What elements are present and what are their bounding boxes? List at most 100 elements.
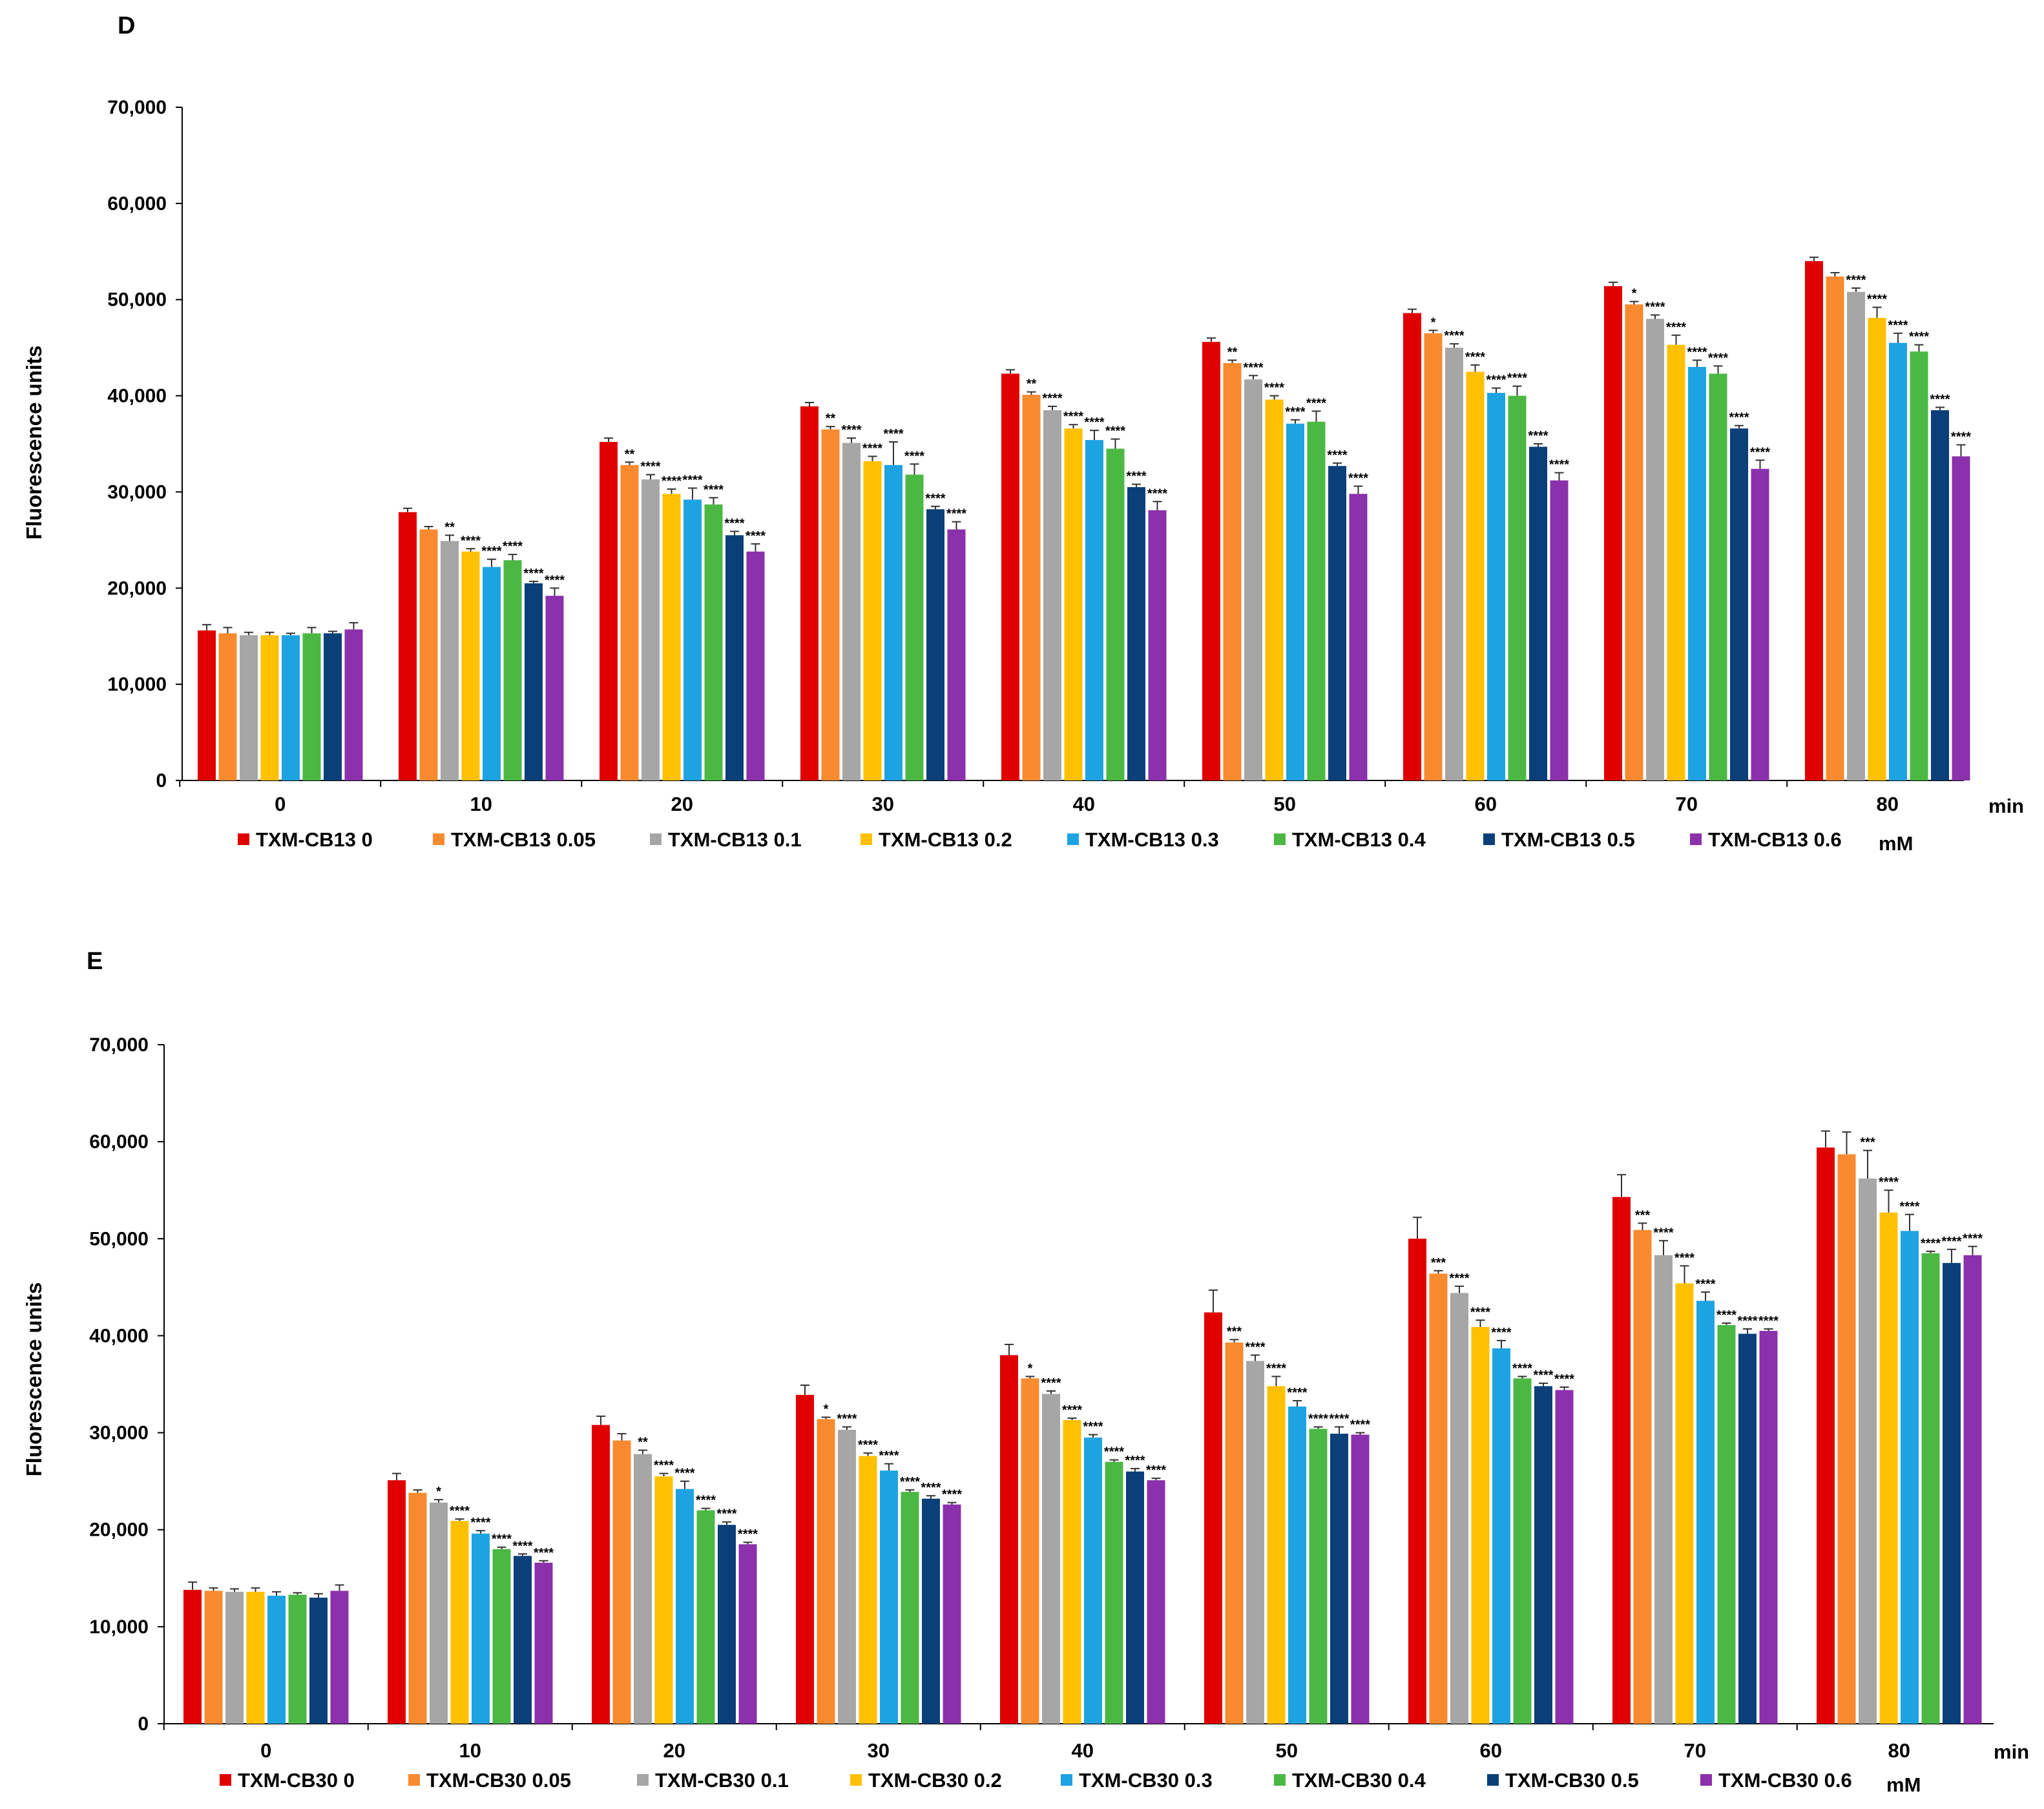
significance-label: ****: [1729, 411, 1749, 425]
bar: [1085, 440, 1103, 780]
bar: [884, 465, 902, 780]
bar: [399, 512, 417, 780]
significance-label: ****: [921, 1481, 941, 1495]
legend-swatch: [238, 833, 249, 845]
legend-swatch: [1274, 1774, 1286, 1786]
bar: [863, 461, 882, 780]
significance-label: ****: [1666, 320, 1686, 335]
legend-swatch: [1483, 833, 1495, 845]
bar: [1105, 1461, 1123, 1724]
significance-label: ****: [1963, 1231, 1983, 1246]
bar: [430, 1502, 448, 1724]
x-tick-label: 80: [1888, 1739, 1910, 1762]
legend-label: TXM-CB13 0.1: [668, 828, 802, 851]
bar: [1351, 1434, 1370, 1724]
significance-label: ****: [512, 1539, 532, 1553]
legend-swatch: [850, 1774, 862, 1786]
bar: [1738, 1333, 1757, 1724]
bar: [592, 1425, 610, 1724]
significance-label: ****: [1243, 361, 1263, 375]
significance-label: ****: [841, 423, 861, 437]
bar: [218, 633, 237, 780]
significance-label: ****: [1687, 345, 1707, 359]
significance-label: **: [826, 412, 836, 426]
x-tick-label: 20: [671, 793, 693, 815]
chart-panel-d: D Fluorescence units min mM 0 10,000 20,00…: [22, 12, 2024, 855]
bar: [240, 635, 258, 780]
significance-label: ****: [461, 534, 481, 548]
bar: [600, 442, 618, 780]
x-tick-label: 70: [1684, 1739, 1706, 1762]
significance-label: *: [1632, 287, 1637, 301]
bar: [1106, 448, 1125, 780]
significance-label: ****: [1921, 1237, 1941, 1251]
bar: [1001, 373, 1019, 780]
legend-unit: mM: [1879, 832, 1913, 855]
bar: [1450, 1293, 1468, 1724]
bar: [198, 630, 216, 780]
series-0: [198, 256, 1823, 781]
bar: [620, 465, 639, 780]
x-tick-label: 0: [260, 1739, 271, 1762]
bar: [492, 1549, 511, 1724]
significance-label: **: [1227, 345, 1238, 359]
significance-label: ****: [1126, 470, 1146, 484]
significance-label: ****: [1888, 319, 1908, 333]
significance-label: ****: [481, 545, 501, 559]
bar: [1147, 1480, 1165, 1724]
significance-label: *: [436, 1485, 441, 1499]
legend-unit: mM: [1886, 1773, 1921, 1796]
significance-label: ****: [1285, 405, 1305, 419]
bar: [1688, 366, 1706, 780]
legend-label: TXM-CB30 0.2: [868, 1769, 1002, 1792]
bar: [534, 1562, 553, 1724]
legend-label: TXM-CB30 0.6: [1718, 1769, 1852, 1792]
bar: [260, 635, 279, 780]
significance-label: ****: [545, 573, 565, 587]
bar: [676, 1489, 694, 1724]
bar: [1471, 1326, 1490, 1724]
y-tick-label: 20,000: [107, 578, 167, 599]
series-1: **********: [218, 272, 1844, 781]
significance-label: ****: [1105, 424, 1125, 439]
legend-label: TXM-CB30 0.5: [1505, 1769, 1639, 1792]
bar: [746, 551, 765, 780]
x-tick-label: 60: [1480, 1739, 1502, 1762]
bar: [344, 629, 363, 780]
significance-label: ****: [1125, 1454, 1145, 1468]
significance-label: ****: [746, 529, 766, 543]
bar: [1604, 286, 1622, 781]
bar: [1022, 395, 1041, 780]
bar: [1555, 1390, 1574, 1724]
bar: [525, 583, 543, 780]
bar: [612, 1440, 631, 1724]
legend-label: TXM-CB30 0.05: [426, 1769, 571, 1792]
significance-label: ****: [738, 1527, 758, 1542]
bar: [450, 1521, 469, 1724]
bar: [1709, 373, 1727, 780]
legend-swatch: [637, 1774, 649, 1786]
significance-label: ****: [946, 507, 966, 521]
significance-label: ****: [904, 449, 924, 463]
significance-label: **: [444, 520, 455, 534]
significance-label: ****: [1062, 1403, 1082, 1417]
significance-label: ****: [1491, 1326, 1511, 1340]
bar: [654, 1476, 673, 1724]
significance-label: ****: [1758, 1314, 1778, 1328]
legend-swatch: [1700, 1774, 1712, 1786]
significance-label: ****: [1287, 1386, 1307, 1400]
bar: [738, 1544, 757, 1724]
bar: [288, 1595, 307, 1724]
significance-label: ****: [925, 492, 945, 506]
bar: [1847, 291, 1865, 780]
y-tick-label: 10,000: [89, 1616, 149, 1638]
x-tick-label: 30: [872, 793, 894, 815]
significance-label: ****: [1549, 458, 1569, 472]
bar: [1612, 1197, 1631, 1724]
bar: [1901, 1231, 1919, 1724]
bar: [1910, 351, 1928, 780]
bar: [324, 633, 342, 780]
bar: [1859, 1178, 1877, 1724]
bar: [1349, 494, 1368, 780]
legend-swatch: [1690, 833, 1702, 845]
